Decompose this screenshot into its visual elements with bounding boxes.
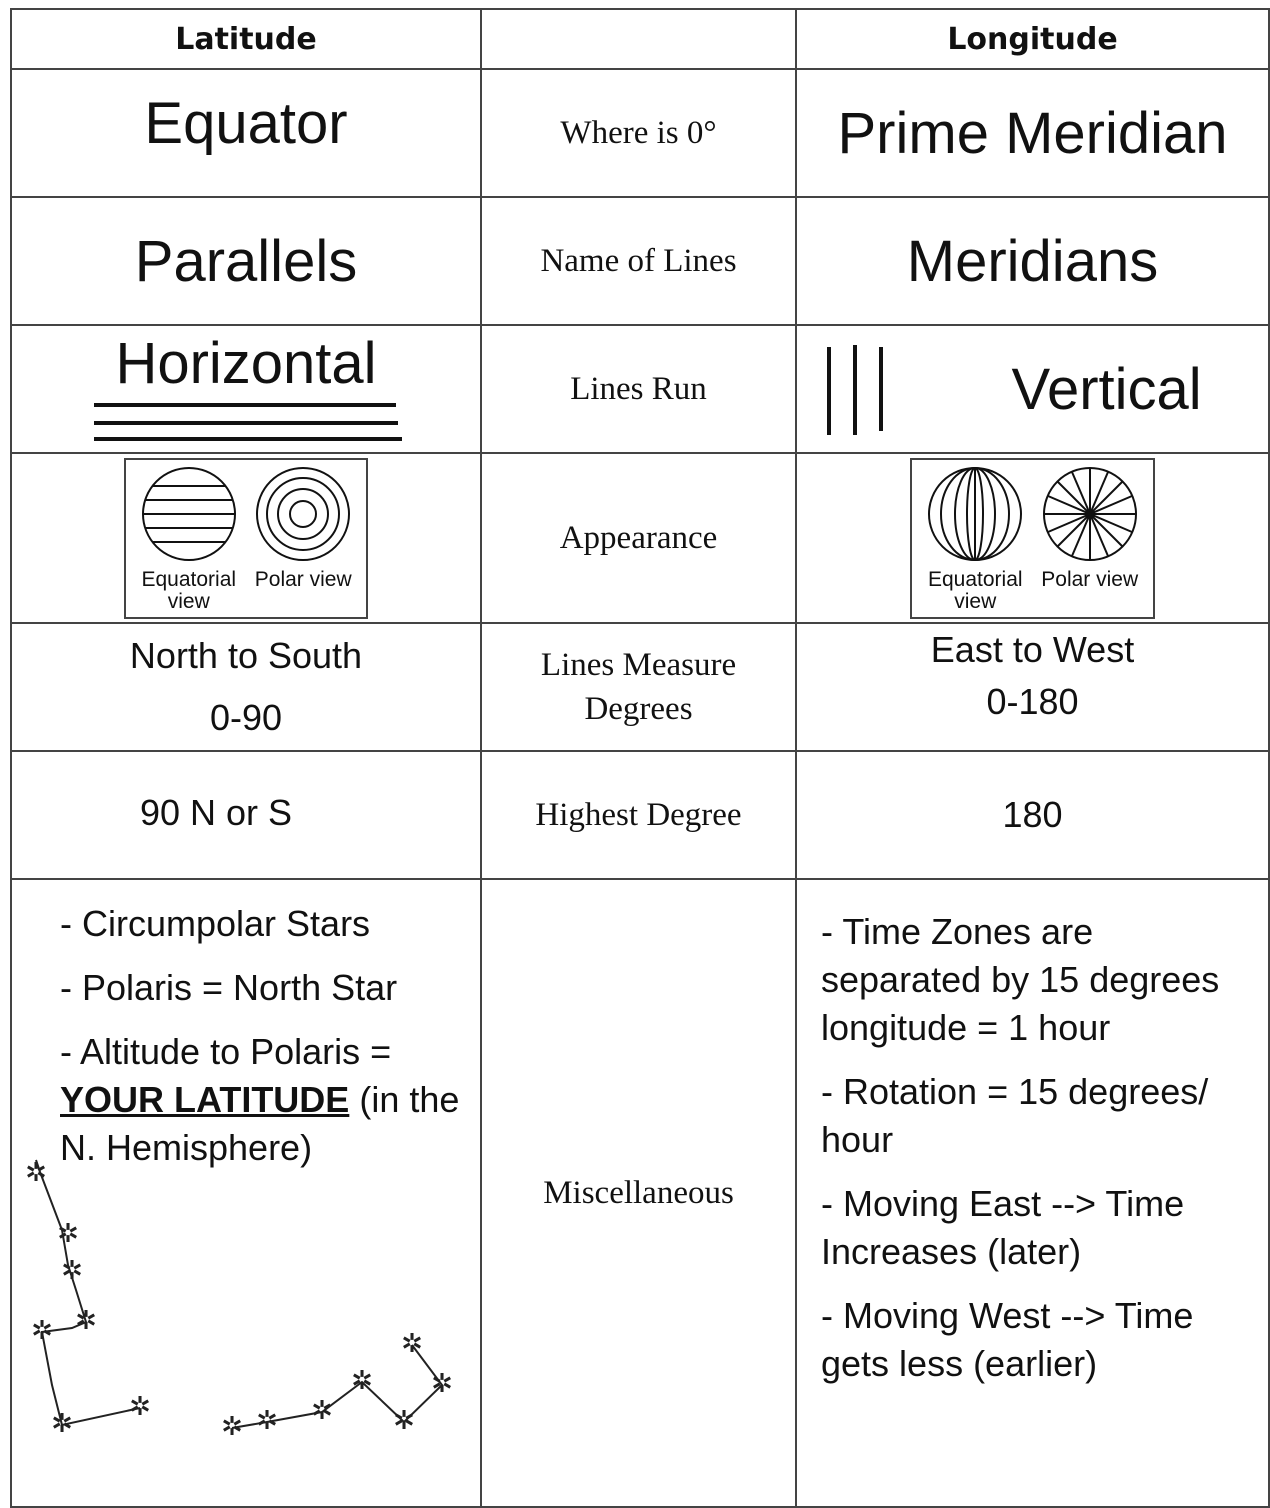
figure-box: Equatorial view Polar view xyxy=(124,458,368,619)
caption: Polar view xyxy=(1035,569,1145,591)
globe-icon xyxy=(925,464,1025,564)
horizontal-lines-icon xyxy=(86,397,406,447)
row-label: Lines Measure Degrees xyxy=(481,623,796,751)
cell: Vertical xyxy=(796,325,1269,453)
cell: Parallels xyxy=(11,197,481,325)
svg-text:✲: ✲ xyxy=(431,1368,453,1398)
cell: Equatorial view Polar view xyxy=(796,453,1269,623)
list-item: - Polaris = North Star xyxy=(60,964,460,1012)
text: 0-180 xyxy=(797,676,1268,728)
cell: Equator xyxy=(11,69,481,197)
row-label: Miscellaneous xyxy=(481,879,796,1507)
text: 0-90 xyxy=(12,687,480,749)
header-cell: Longitude xyxy=(796,9,1269,69)
svg-text:✲: ✲ xyxy=(61,1255,83,1285)
row-label: Where is 0° xyxy=(481,69,796,197)
svg-text:✲: ✲ xyxy=(393,1405,415,1435)
text: Horizontal xyxy=(12,330,480,397)
text: Vertical xyxy=(1011,357,1201,422)
svg-text:✲: ✲ xyxy=(75,1305,97,1335)
text: North to South xyxy=(12,625,480,687)
cell: 180 xyxy=(796,751,1269,879)
globe-icon xyxy=(1040,464,1140,564)
cell: 90 N or S xyxy=(11,751,481,879)
comparison-table: Latitude Longitude Equator Where is 0° P… xyxy=(10,8,1270,1508)
cell: - Time Zones are separated by 15 degrees… xyxy=(796,879,1269,1507)
svg-text:✲: ✲ xyxy=(311,1395,333,1425)
text: East to West xyxy=(797,624,1268,676)
svg-text:✲: ✲ xyxy=(351,1365,373,1395)
caption: Equatorial view xyxy=(134,569,244,613)
list-item: - Moving East --> Time Increases (later) xyxy=(821,1180,1248,1276)
header-cell: Latitude xyxy=(11,9,481,69)
list-item: - Time Zones are separated by 15 degrees… xyxy=(821,908,1248,1052)
cell: Equatorial view Polar view xyxy=(11,453,481,623)
constellation-drawing: ✲ ✲ ✲ ✲ ✲ ✲ ✲ ✲ ✲ ✲ ✲ ✲ ✲ ✲ xyxy=(12,1150,472,1470)
svg-text:✲: ✲ xyxy=(256,1405,278,1435)
row-label: Appearance xyxy=(481,453,796,623)
cell: Prime Meridian xyxy=(796,69,1269,197)
figure-box: Equatorial view Polar view xyxy=(910,458,1154,619)
emphasis: YOUR LATITUDE xyxy=(60,1079,349,1120)
cell: Horizontal xyxy=(11,325,481,453)
list-item: - Rotation = 15 degrees/ hour xyxy=(821,1068,1248,1164)
cell: Meridians xyxy=(796,197,1269,325)
svg-text:✲: ✲ xyxy=(129,1391,151,1421)
list-item: - Moving West --> Time gets less (earlie… xyxy=(821,1292,1248,1388)
vertical-lines-icon xyxy=(817,339,907,439)
caption: Equatorial view xyxy=(920,569,1030,613)
row-label: Highest Degree xyxy=(481,751,796,879)
svg-text:✲: ✲ xyxy=(25,1157,47,1187)
header-cell xyxy=(481,9,796,69)
cell: - Circumpolar Stars - Polaris = North St… xyxy=(11,879,481,1507)
svg-text:✲: ✲ xyxy=(31,1315,53,1345)
globe-icon xyxy=(139,464,239,564)
caption: Polar view xyxy=(248,569,358,591)
row-label: Name of Lines xyxy=(481,197,796,325)
page: {"table":{"header":{"latitude":"Latitude… xyxy=(0,0,1270,1506)
svg-text:✲: ✲ xyxy=(57,1218,79,1248)
row-label: Lines Run xyxy=(481,325,796,453)
svg-text:✲: ✲ xyxy=(221,1411,243,1441)
svg-text:✲: ✲ xyxy=(401,1328,423,1358)
text: - Altitude to Polaris = xyxy=(60,1031,391,1072)
list-item: - Circumpolar Stars xyxy=(60,900,460,948)
globe-icon xyxy=(253,464,353,564)
svg-text:✲: ✲ xyxy=(51,1408,73,1438)
